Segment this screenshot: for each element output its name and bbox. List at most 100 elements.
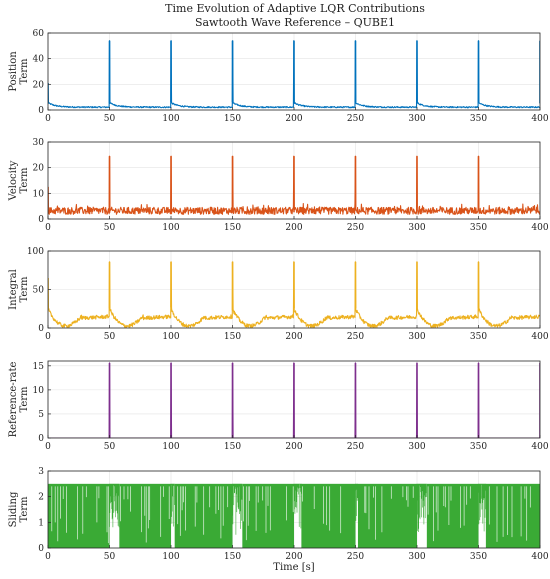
x-tick-label: 0 xyxy=(45,114,51,124)
x-tick-label: 400 xyxy=(531,442,548,452)
y-axis-label-line: Term xyxy=(19,496,30,523)
y-axis-label-line: Velocity xyxy=(8,160,19,201)
plot-area-2 xyxy=(48,155,540,215)
y-tick-label: 10 xyxy=(33,189,45,199)
x-tick-label: 150 xyxy=(224,223,241,233)
y-tick-label: 0 xyxy=(38,324,44,334)
y-tick-label: 0 xyxy=(38,434,44,444)
y-tick-label: 15 xyxy=(33,362,45,372)
y-tick-label: 5 xyxy=(38,410,44,420)
sliding-chatter-5 xyxy=(355,483,358,521)
x-tick-label: 300 xyxy=(408,552,425,562)
subplot-4: 0 50 100 150 200 250 300 350 400 0 5 10 15 Reference-… xyxy=(8,360,549,452)
x-tick-label: 200 xyxy=(285,223,302,233)
subplot-3: 0 50 100 150 200 250 300 350 400 0 50 100 IntegralTe… xyxy=(8,247,549,342)
y-tick-label: 0 xyxy=(38,106,44,116)
y-axis-label-line: Term xyxy=(19,58,30,85)
x-tick-label: 350 xyxy=(470,552,487,562)
sliding-chatter-7 xyxy=(478,483,487,532)
sliding-chatter-1 xyxy=(109,483,120,528)
y-axis-label-line: Integral xyxy=(8,269,19,310)
x-tick-label: 400 xyxy=(531,332,548,342)
sliding-band-5 xyxy=(301,483,356,548)
y-tick-label: 0 xyxy=(38,215,44,225)
sliding-band-1 xyxy=(48,483,110,548)
x-tick-label: 100 xyxy=(162,332,179,342)
sliding-band-8 xyxy=(485,483,540,548)
plot-area-1 xyxy=(48,40,540,109)
y-tick-label: 50 xyxy=(33,286,45,296)
x-tick-label: 0 xyxy=(45,442,51,452)
y-tick-label: 100 xyxy=(27,247,44,257)
y-tick-label: 40 xyxy=(33,55,45,65)
subplots: 0 50 100 150 200 250 300 350 4000204060PositionT… xyxy=(8,29,549,573)
subplot-1: 0 50 100 150 200 250 300 350 400 0 20 40 60 PositionT… xyxy=(8,29,549,124)
x-tick-label: 400 xyxy=(531,223,548,233)
y-tick-label: 10 xyxy=(33,386,45,396)
x-tick-label: 50 xyxy=(104,114,116,124)
x-tick-label: 250 xyxy=(347,552,364,562)
y-tick-label: 0 xyxy=(38,544,44,554)
x-tick-label: 350 xyxy=(470,442,487,452)
y-tick-label: 3 xyxy=(38,467,44,477)
y-tick-label: 20 xyxy=(33,164,45,174)
x-tick-label: 200 xyxy=(285,114,302,124)
sliding-band-7 xyxy=(426,483,479,548)
x-tick-label: 100 xyxy=(162,223,179,233)
x-tick-label: 300 xyxy=(408,223,425,233)
x-tick-label: 50 xyxy=(104,332,116,342)
sliding-chatter-3 xyxy=(232,483,243,535)
y-tick-label: 20 xyxy=(33,80,45,90)
x-tick-label: 50 xyxy=(104,223,116,233)
x-tick-label: 350 xyxy=(470,223,487,233)
x-tick-label: 250 xyxy=(347,332,364,342)
x-tick-label: 0 xyxy=(45,552,51,562)
plot-area-5 xyxy=(48,483,540,548)
x-tick-label: 300 xyxy=(408,442,425,452)
x-tick-label: 150 xyxy=(224,442,241,452)
plot-area-4 xyxy=(48,362,540,438)
y-axis-label-3: IntegralTerm xyxy=(8,269,30,310)
chart-title-line2: Sawtooth Wave Reference – QUBE1 xyxy=(195,16,395,29)
x-tick-label: 100 xyxy=(162,442,179,452)
y-axis-label-2: VelocityTerm xyxy=(8,160,30,201)
y-axis-label-line: Sliding xyxy=(8,491,19,527)
x-tick-label: 200 xyxy=(285,442,302,452)
x-tick-label: 350 xyxy=(470,332,487,342)
sliding-band-6 xyxy=(357,483,417,548)
x-tick-label: 100 xyxy=(162,552,179,562)
x-tick-label: 150 xyxy=(224,552,241,562)
x-tick-label: 0 xyxy=(45,332,51,342)
y-axis-label-line: Term xyxy=(19,276,30,303)
chart-title-line1: Time Evolution of Adaptive LQR Contribut… xyxy=(165,2,425,15)
x-tick-label: 400 xyxy=(531,552,548,562)
y-tick-label: 60 xyxy=(33,29,45,39)
x-tick-label: 400 xyxy=(531,114,548,124)
y-axis-label-5: SlidingTerm xyxy=(8,491,30,527)
x-tick-label: 250 xyxy=(347,114,364,124)
y-tick-label: 1 xyxy=(38,518,44,528)
x-tick-label: 250 xyxy=(347,442,364,452)
x-axis-label: Time [s] xyxy=(273,562,314,573)
sliding-chatter-4 xyxy=(293,483,302,529)
x-tick-label: 300 xyxy=(408,114,425,124)
x-tick-label: 150 xyxy=(224,114,241,124)
x-tick-label: 50 xyxy=(104,442,116,452)
x-tick-label: 200 xyxy=(285,552,302,562)
y-axis-label-line: Reference-rate xyxy=(8,362,19,438)
subplot-5: 0 50 100 150 200 250 300 350 4000123SlidingTermT… xyxy=(8,467,549,573)
x-tick-label: 250 xyxy=(347,223,364,233)
x-tick-label: 100 xyxy=(162,114,179,124)
y-axis-label-1: PositionTerm xyxy=(8,51,30,92)
x-tick-label: 0 xyxy=(45,223,51,233)
sliding-chatter-6 xyxy=(416,483,427,532)
sliding-chatter-2 xyxy=(170,483,175,527)
sliding-notches xyxy=(51,486,531,544)
plot-area-3 xyxy=(48,261,540,328)
y-axis-label-line: Term xyxy=(19,386,30,413)
x-tick-label: 50 xyxy=(104,552,116,562)
subplot-2: 0 50 100 150 200 250 300 350 400 0 10 20 30 VelocityT… xyxy=(8,138,549,233)
x-tick-label: 300 xyxy=(408,332,425,342)
y-axis-label-line: Term xyxy=(19,167,30,194)
